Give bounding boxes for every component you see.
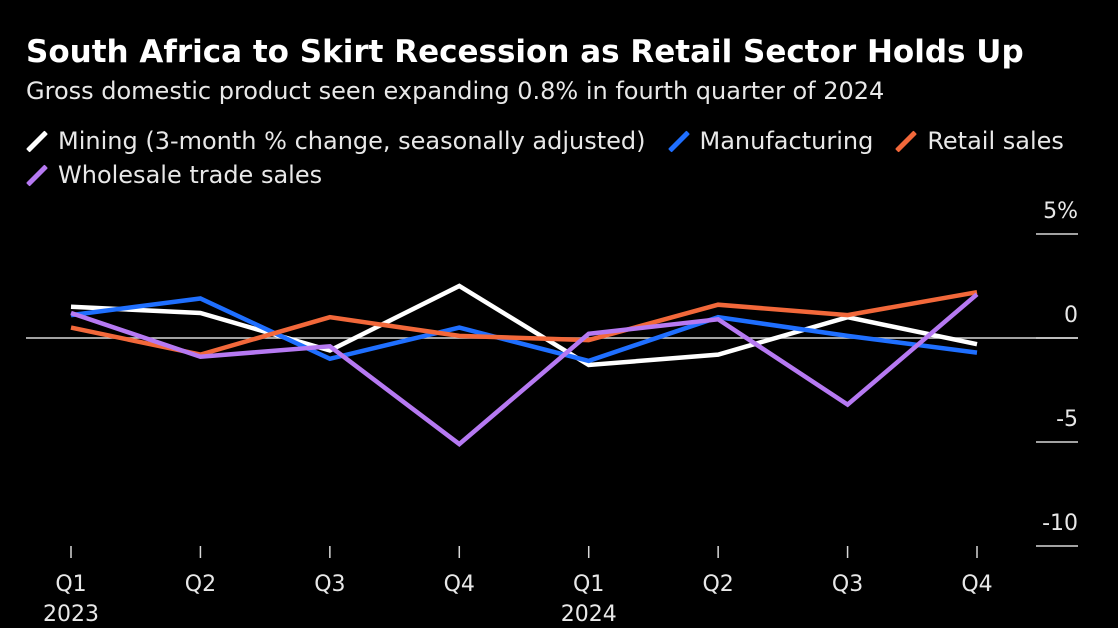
y-tick-label: 5% bbox=[1043, 199, 1078, 224]
legend-label: Mining (3-month % change, seasonally adj… bbox=[58, 127, 646, 155]
legend-item: Mining (3-month % change, seasonally adj… bbox=[26, 126, 646, 156]
series-line-2 bbox=[70, 296, 978, 364]
x-year-label: 2024 bbox=[561, 602, 617, 627]
series-line-4 bbox=[70, 292, 979, 447]
x-tick-label: Q4 bbox=[961, 572, 992, 597]
x-tick-label: Q2 bbox=[185, 572, 216, 597]
x-tick-label: Q2 bbox=[702, 572, 733, 597]
x-tick-label: Q3 bbox=[314, 572, 345, 597]
legend-label: Wholesale trade sales bbox=[58, 161, 323, 189]
chart-legend: Mining (3-month % change, seasonally adj… bbox=[26, 126, 1096, 190]
chart-subtitle: Gross domestic product seen expanding 0.… bbox=[26, 77, 885, 105]
legend-label: Manufacturing bbox=[699, 127, 874, 155]
x-tick-label: Q3 bbox=[832, 572, 863, 597]
y-tick-label: -5 bbox=[1056, 407, 1078, 432]
x-tick-label: Q1 bbox=[55, 572, 86, 597]
legend-item: Manufacturing bbox=[668, 126, 874, 156]
legend-item: Retail sales bbox=[895, 126, 1064, 156]
legend-label: Retail sales bbox=[927, 127, 1064, 155]
y-tick-label: -10 bbox=[1042, 511, 1078, 536]
x-tick-label: Q4 bbox=[444, 572, 475, 597]
chart-title: South Africa to Skirt Recession as Retai… bbox=[26, 34, 1024, 70]
series-line-1 bbox=[70, 283, 978, 368]
x-year-label: 2023 bbox=[43, 602, 99, 627]
x-tick-label: Q1 bbox=[573, 572, 604, 597]
y-tick-label: 0 bbox=[1064, 303, 1078, 328]
series-line-3 bbox=[70, 289, 978, 357]
legend-item: Wholesale trade sales bbox=[26, 160, 322, 190]
